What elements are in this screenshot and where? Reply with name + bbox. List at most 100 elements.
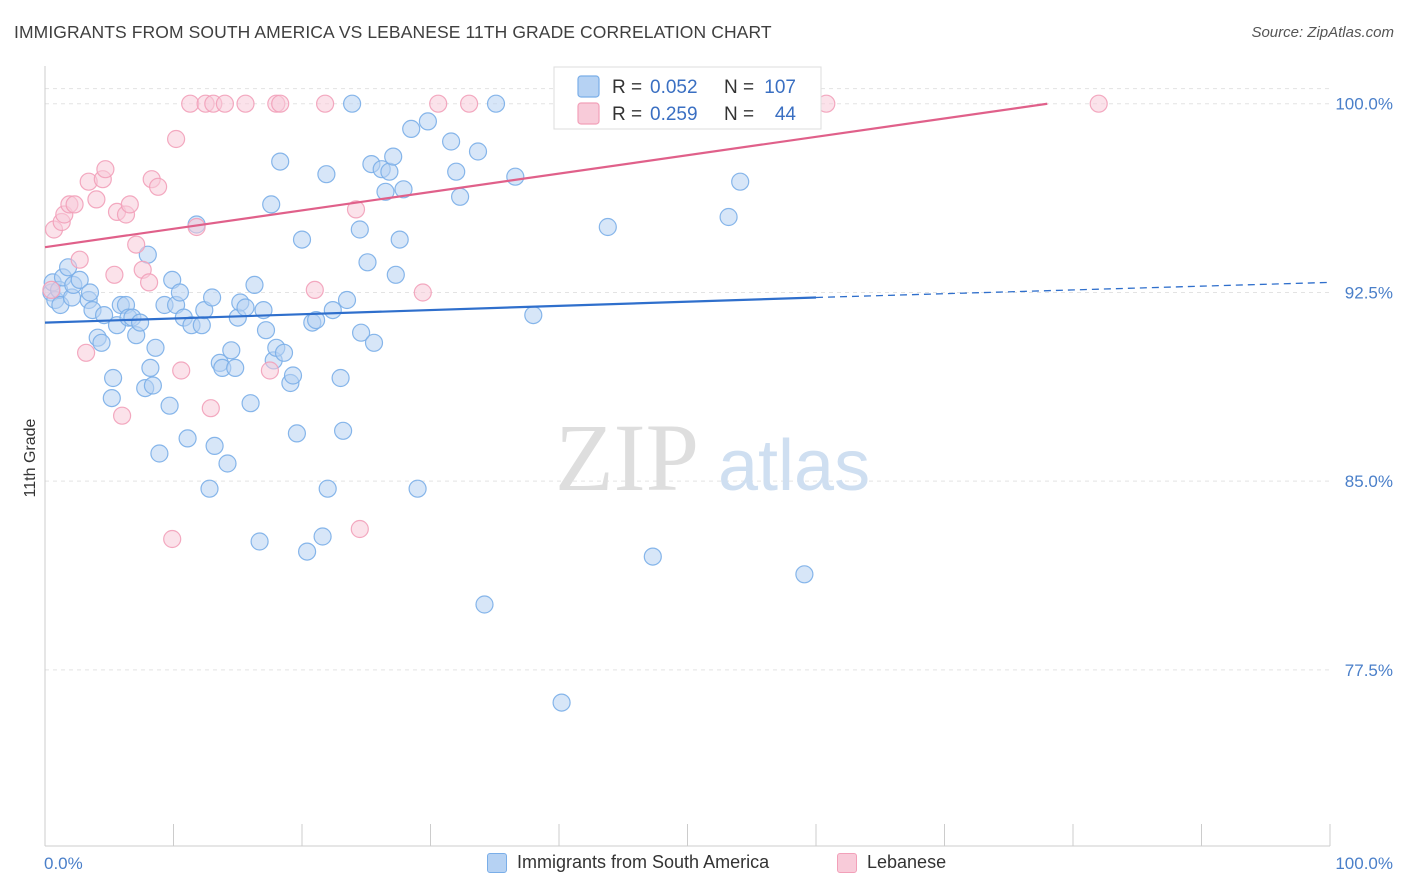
- point-series-0-57: [256, 321, 276, 340]
- y-tick-label-3: 77.5%: [1345, 661, 1393, 680]
- x-tick-label-1: 100.0%: [1335, 854, 1393, 873]
- point-series-0-64: [283, 366, 303, 385]
- point-series-0-93: [442, 132, 461, 151]
- point-series-0-48: [222, 341, 241, 360]
- point-series-0-58: [262, 195, 281, 214]
- point-series-0-98: [486, 94, 506, 113]
- legend-r-label-0: R =: [612, 77, 642, 98]
- point-series-0-52: [236, 298, 255, 317]
- point-series-0-53: [241, 394, 260, 413]
- trend-lines: [44, 102, 1331, 324]
- point-series-0-105: [731, 172, 750, 191]
- point-series-0-101: [552, 693, 571, 712]
- legend-n-value-1: 44: [775, 104, 797, 125]
- y-tick-label-2: 85.0%: [1345, 472, 1393, 491]
- point-series-0-16: [102, 389, 121, 408]
- point-series-0-24: [131, 313, 150, 332]
- legend-r-label-1: R =: [612, 104, 642, 125]
- point-series-1-41: [460, 94, 479, 113]
- point-series-1-5: [65, 195, 84, 214]
- point-series-1-23: [167, 129, 186, 149]
- point-series-0-28: [143, 376, 162, 395]
- point-series-1-38: [350, 519, 369, 539]
- stats-legend: R = 0.052 N = 107 R = 0.259 N = 44: [553, 66, 822, 130]
- legend-r-value-1: 0.259: [650, 104, 698, 125]
- point-series-0-100: [524, 306, 543, 325]
- point-series-1-34: [271, 94, 290, 113]
- chart-title: IMMIGRANTS FROM SOUTH AMERICA VS LEBANES…: [14, 22, 772, 42]
- legend-n-label-1: N =: [724, 104, 754, 125]
- point-series-1-24: [172, 361, 191, 380]
- point-series-0-94: [447, 162, 466, 181]
- point-series-0-62: [274, 343, 294, 362]
- point-series-0-82: [364, 333, 384, 352]
- point-series-0-76: [337, 290, 357, 310]
- legend-r-value-0: 0.052: [650, 77, 698, 98]
- point-series-1-16: [120, 195, 139, 214]
- point-series-1-21: [149, 177, 168, 196]
- point-series-1-30: [215, 94, 234, 113]
- point-series-0-72: [318, 479, 337, 498]
- point-series-0-70: [313, 527, 332, 546]
- point-series-0-49: [226, 358, 245, 377]
- point-series-0-29: [146, 338, 165, 357]
- point-series-0-79: [352, 323, 371, 342]
- y-tick-label-0: 100.0%: [1335, 95, 1393, 114]
- point-series-0-99: [506, 167, 525, 186]
- point-series-0-43: [203, 288, 222, 307]
- point-series-1-6: [70, 250, 89, 269]
- point-series-0-95: [451, 187, 470, 206]
- point-series-0-88: [390, 230, 409, 249]
- legend-label-south-america: Immigrants from South America: [517, 852, 770, 872]
- trend-line-series-0: [44, 296, 817, 324]
- point-series-0-90: [402, 119, 421, 138]
- point-series-1-0: [42, 280, 61, 299]
- y-axis-label: 11th Grade: [22, 418, 39, 497]
- point-series-0-97: [475, 595, 494, 614]
- point-series-0-42: [200, 479, 219, 498]
- point-series-1-37: [346, 200, 366, 219]
- legend-item-lebanese: Lebanese: [837, 852, 946, 873]
- gridlines: 100.0% 92.5% 85.0% 77.5%: [45, 88, 1393, 680]
- watermark-atlas: atlas: [718, 426, 870, 506]
- point-series-0-91: [408, 479, 427, 498]
- point-series-0-35: [170, 283, 189, 302]
- point-series-0-80: [358, 253, 377, 272]
- point-series-1-11: [96, 160, 115, 179]
- axes: 0.0% 100.0%: [44, 66, 1393, 873]
- point-series-0-96: [468, 142, 488, 161]
- point-series-0-47: [218, 454, 237, 473]
- point-series-1-22: [163, 529, 182, 549]
- watermark: ZIP atlas: [555, 404, 870, 511]
- point-series-0-71: [317, 165, 336, 184]
- legend-swatch-south-america: [487, 852, 507, 873]
- legend-swatch-lebanese: [837, 852, 857, 873]
- series-legend: Immigrants from South America Lebanese: [0, 852, 1406, 878]
- legend-item-south-america: Immigrants from South America: [487, 852, 769, 873]
- point-series-0-103: [643, 547, 662, 566]
- point-series-0-67: [298, 542, 317, 561]
- point-series-1-28: [201, 399, 220, 418]
- legend-label-lebanese: Lebanese: [867, 852, 947, 872]
- point-series-1-25: [181, 94, 200, 113]
- legend-n-label-0: N =: [724, 77, 754, 98]
- point-series-0-61: [271, 152, 290, 171]
- point-series-0-65: [287, 424, 306, 443]
- point-series-0-84: [376, 182, 395, 201]
- legend-n-value-0: 107: [764, 77, 796, 98]
- point-series-0-73: [323, 301, 342, 320]
- point-series-0-15: [94, 306, 114, 325]
- point-series-0-55: [250, 532, 269, 551]
- trend-line-series-1: [44, 102, 1048, 249]
- point-series-0-69: [307, 311, 326, 330]
- point-series-0-87: [386, 265, 405, 284]
- point-series-0-54: [245, 275, 264, 294]
- point-series-1-36: [316, 94, 335, 113]
- legend-swatch-1: [577, 102, 600, 125]
- point-series-0-37: [178, 429, 197, 448]
- point-series-1-32: [260, 361, 279, 380]
- point-series-0-75: [334, 421, 353, 440]
- point-series-1-39: [413, 283, 432, 302]
- point-series-0-102: [598, 217, 617, 237]
- point-series-1-40: [429, 94, 448, 113]
